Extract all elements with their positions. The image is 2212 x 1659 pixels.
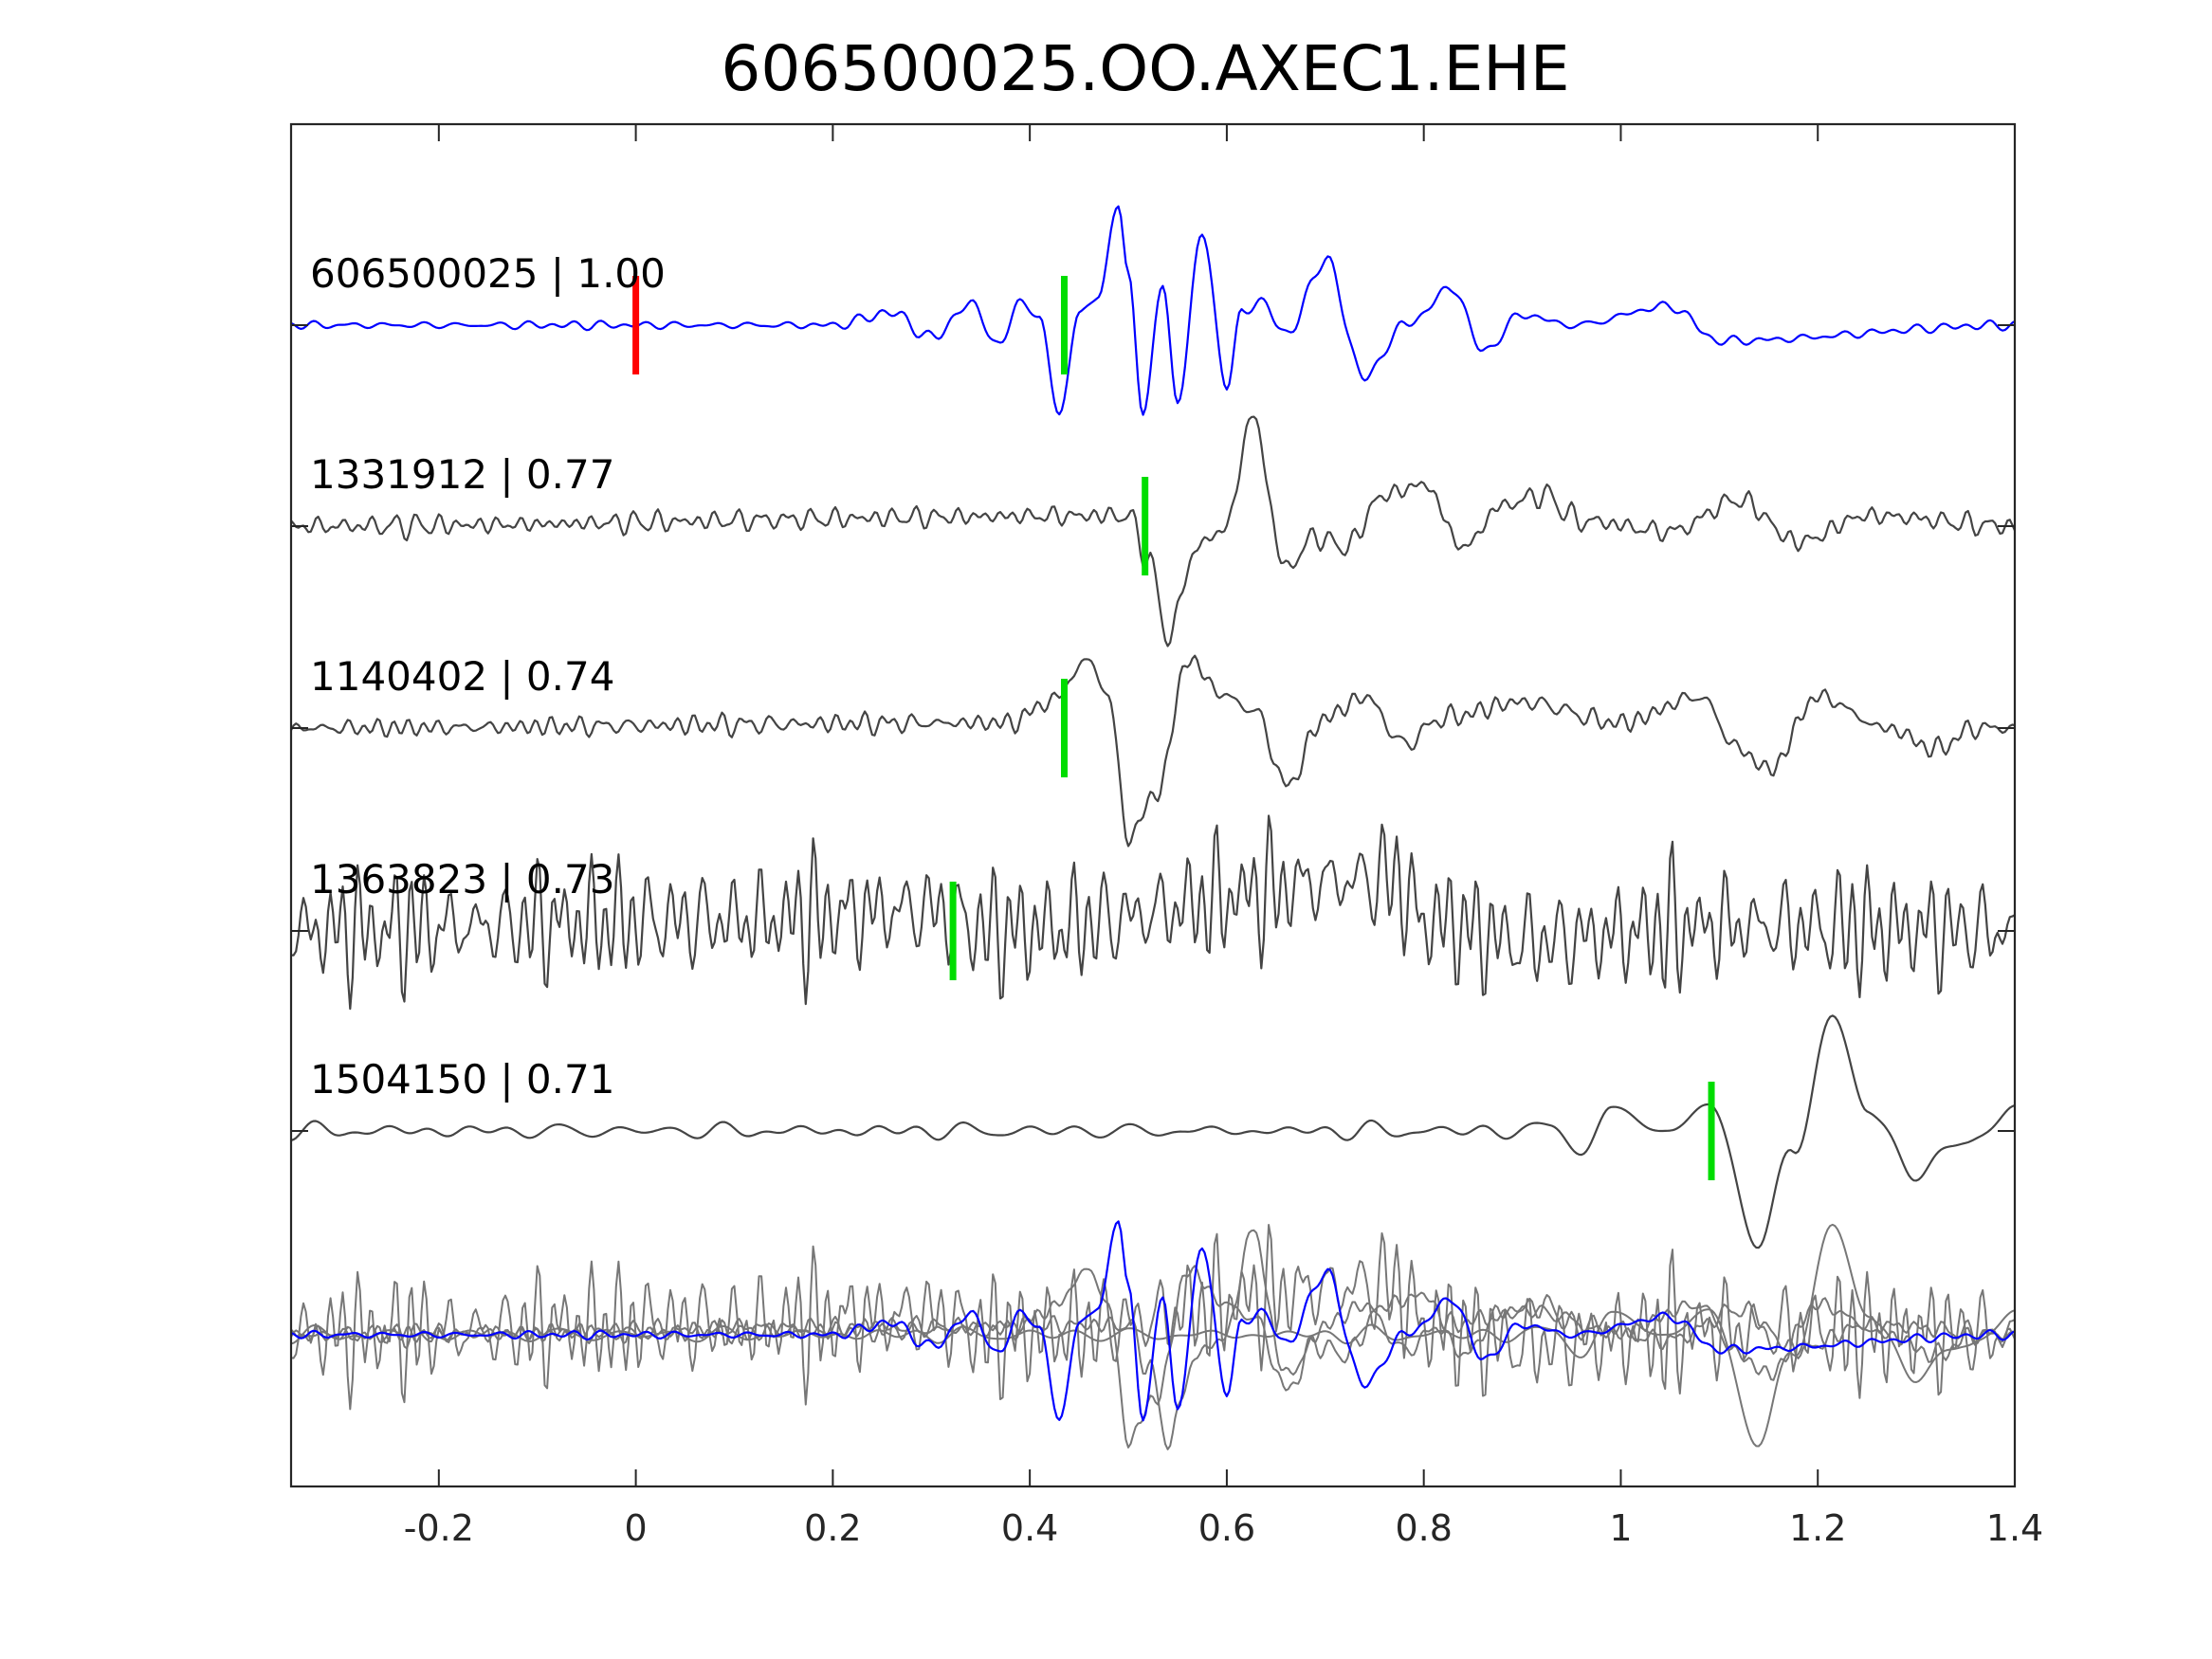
overlay-trace-1504150 <box>290 1223 2016 1448</box>
x-tick-label: -0.2 <box>404 1507 474 1549</box>
trace-606500025 <box>290 205 2016 416</box>
overlay-trace-606500025 <box>290 1220 2016 1422</box>
x-tick-label: 1 <box>1609 1507 1632 1549</box>
trace-label-1504150: 1504150 | 0.71 <box>310 1056 614 1103</box>
chart-title: 606500025.OO.AXEC1.EHE <box>721 32 1569 105</box>
x-tick-label: 0.4 <box>1001 1507 1058 1549</box>
x-tick-label: 0.8 <box>1395 1507 1452 1549</box>
x-tick-label: 0.2 <box>804 1507 861 1549</box>
x-tick-label: 1.2 <box>1789 1507 1846 1549</box>
overlay-trace-1363823 <box>290 1224 2016 1411</box>
trace-label-606500025: 606500025 | 1.00 <box>310 250 666 297</box>
axes-box <box>289 122 2017 1488</box>
x-tick-label: 1.4 <box>1986 1507 2043 1549</box>
x-tick-label: 0.6 <box>1198 1507 1255 1549</box>
trace-1331912 <box>290 415 2017 647</box>
x-tick-label: 0 <box>625 1507 648 1549</box>
x-ticks: -0.2 0 0.2 0.4 0.6 0.8 1 1.2 1.4 <box>291 124 2043 1549</box>
markers-layer <box>632 276 1715 1180</box>
traces-layer <box>290 205 2017 1450</box>
trace-label-1140402: 1140402 | 0.74 <box>310 653 614 700</box>
trace-label-1331912: 1331912 | 0.77 <box>310 451 614 498</box>
trace-label-1363823: 1363823 | 0.73 <box>310 856 614 902</box>
trace-1140402 <box>290 654 2016 848</box>
trace-1363823 <box>290 814 2016 1011</box>
labels-layer: 606500025 | 1.00 1331912 | 0.77 1140402 | … <box>310 250 666 1103</box>
trace-1504150 <box>290 1014 2016 1249</box>
